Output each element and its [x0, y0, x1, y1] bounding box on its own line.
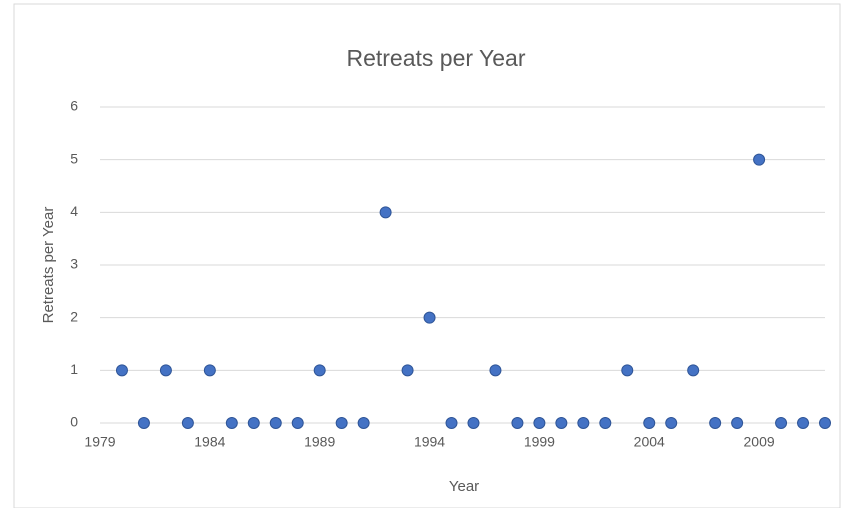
- data-point: [665, 417, 678, 429]
- data-point: [643, 417, 656, 429]
- data-point: [731, 417, 744, 429]
- data-point: [445, 417, 458, 429]
- data-point: [379, 206, 392, 219]
- y-tick-label: 1: [70, 361, 78, 377]
- y-axis-label: Retreats per Year: [40, 207, 57, 324]
- data-point: [687, 364, 700, 377]
- x-tick-label: 1984: [194, 434, 225, 450]
- data-point: [775, 417, 788, 429]
- data-point: [511, 417, 524, 429]
- y-tick-label: 5: [70, 150, 78, 166]
- data-point: [159, 364, 172, 377]
- chart-title: Retreats per Year: [346, 45, 525, 71]
- data-point: [313, 364, 326, 377]
- data-point: [335, 417, 348, 429]
- data-point: [709, 417, 722, 429]
- data-point: [621, 364, 634, 377]
- data-point: [577, 417, 590, 429]
- x-axis-label: Year: [449, 478, 479, 495]
- x-tick-label: 1989: [304, 434, 335, 450]
- y-tick-label: 6: [70, 98, 78, 114]
- data-point: [269, 417, 282, 429]
- y-tick-label: 2: [70, 308, 78, 324]
- data-point: [467, 417, 480, 429]
- y-tick-label: 0: [70, 414, 78, 430]
- data-point: [423, 311, 436, 324]
- data-point: [203, 364, 216, 377]
- x-tick-label: 1979: [84, 434, 115, 450]
- data-point: [247, 417, 260, 429]
- data-point: [181, 417, 194, 429]
- data-point: [599, 417, 612, 429]
- data-point: [489, 364, 502, 377]
- data-point: [357, 417, 370, 429]
- data-point: [533, 417, 546, 429]
- data-point: [753, 153, 766, 166]
- y-tick-label: 4: [70, 203, 78, 219]
- data-point: [555, 417, 568, 429]
- data-point: [225, 417, 238, 429]
- y-tick-label: 3: [70, 256, 78, 272]
- data-point: [819, 417, 831, 429]
- x-tick-label: 2004: [634, 434, 665, 450]
- data-point: [401, 364, 414, 377]
- data-point: [115, 364, 128, 377]
- data-point: [137, 417, 150, 429]
- x-tick-label: 1994: [414, 434, 445, 450]
- data-point: [797, 417, 810, 429]
- data-point: [291, 417, 304, 429]
- x-tick-label: 2009: [744, 434, 775, 450]
- chart-frame: [13, 3, 841, 509]
- x-tick-label: 1999: [524, 434, 555, 450]
